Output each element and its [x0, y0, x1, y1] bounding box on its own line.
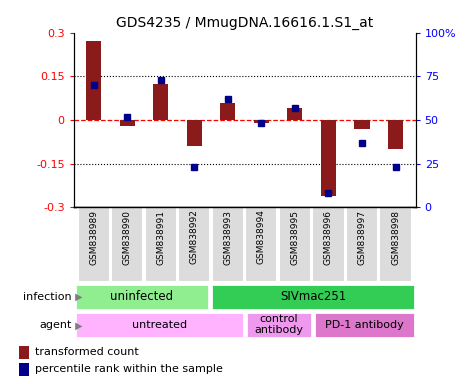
Text: GSM838998: GSM838998 — [391, 210, 400, 265]
Bar — [346, 207, 378, 282]
Text: PD-1 antibody: PD-1 antibody — [325, 320, 404, 330]
Bar — [187, 120, 202, 146]
Text: ▶: ▶ — [72, 320, 82, 331]
Bar — [380, 207, 412, 282]
Text: untreated: untreated — [132, 320, 187, 330]
Bar — [77, 207, 110, 282]
Bar — [279, 207, 311, 282]
Text: GSM838993: GSM838993 — [223, 210, 232, 265]
Text: agent: agent — [39, 320, 71, 331]
Text: GSM838997: GSM838997 — [358, 210, 367, 265]
Bar — [120, 120, 135, 126]
Text: GSM838995: GSM838995 — [290, 210, 299, 265]
Bar — [388, 120, 403, 149]
Bar — [111, 207, 143, 282]
Bar — [211, 284, 415, 310]
Text: GSM838991: GSM838991 — [156, 210, 165, 265]
Text: percentile rank within the sample: percentile rank within the sample — [35, 364, 223, 374]
Text: SIVmac251: SIVmac251 — [280, 290, 346, 303]
Bar — [75, 284, 209, 310]
Bar — [86, 41, 101, 120]
Bar — [287, 108, 303, 120]
Bar — [246, 313, 312, 338]
Bar — [254, 120, 269, 123]
Text: GSM838990: GSM838990 — [123, 210, 132, 265]
Bar — [314, 313, 415, 338]
Text: infection: infection — [23, 291, 71, 302]
Bar — [220, 103, 236, 120]
Text: control
antibody: control antibody — [254, 314, 304, 335]
Bar — [245, 207, 277, 282]
Text: GSM838992: GSM838992 — [190, 210, 199, 265]
Bar — [313, 207, 344, 282]
Bar — [354, 120, 370, 129]
Text: ▶: ▶ — [72, 291, 82, 302]
Text: transformed count: transformed count — [35, 347, 139, 357]
Bar — [212, 207, 244, 282]
Title: GDS4235 / MmugDNA.16616.1.S1_at: GDS4235 / MmugDNA.16616.1.S1_at — [116, 16, 373, 30]
Bar — [145, 207, 177, 282]
Bar — [153, 84, 168, 120]
Bar — [75, 313, 244, 338]
Text: GSM838994: GSM838994 — [257, 210, 266, 265]
Text: uninfected: uninfected — [111, 290, 173, 303]
Text: GSM838989: GSM838989 — [89, 210, 98, 265]
Bar — [19, 363, 29, 376]
Bar — [321, 120, 336, 196]
Bar — [19, 346, 29, 359]
Bar — [178, 207, 210, 282]
Text: GSM838996: GSM838996 — [324, 210, 333, 265]
